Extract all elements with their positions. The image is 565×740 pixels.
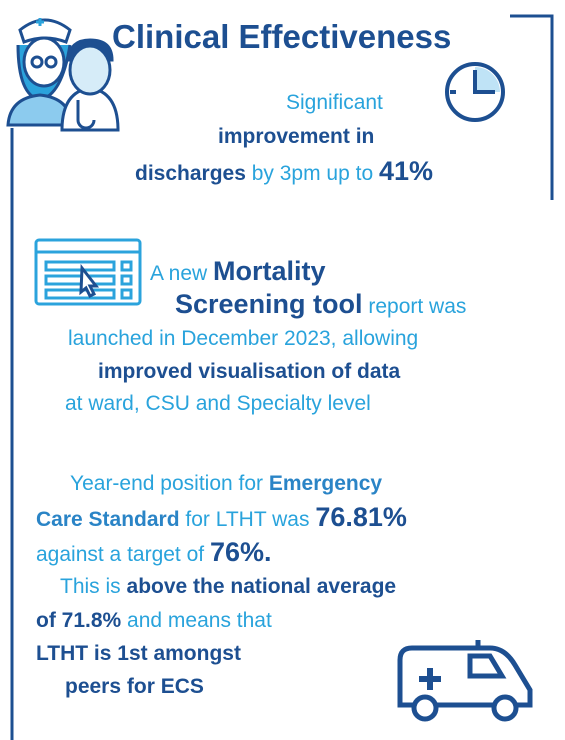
text-line: discharges by 3pm up to 41% [135, 157, 433, 188]
clock-icon [447, 64, 503, 120]
text-line: launched in December 2023, allowing [68, 325, 418, 353]
text: Significant [286, 91, 383, 114]
text: Emergency [269, 472, 382, 495]
text: against a target of [36, 543, 210, 566]
text-line: A new Mortality [150, 257, 326, 288]
text: Mortality [213, 256, 326, 286]
text: 41% [379, 156, 433, 186]
text: by 3pm up to [246, 162, 379, 185]
title: Clinical Effectiveness [112, 18, 451, 56]
text: above the national average [127, 575, 397, 598]
text-line: improvement in [218, 123, 374, 151]
text-line: of 71.8% and means that [36, 607, 272, 635]
text: Screening tool [175, 289, 363, 319]
text: and means that [121, 609, 272, 632]
screen-icon [36, 240, 140, 304]
text: 76.81% [315, 502, 407, 532]
text-line: Year-end position for Emergency [70, 470, 382, 498]
text: improvement in [218, 125, 374, 148]
text: for LTHT was [180, 508, 316, 531]
text: Care Standard [36, 508, 180, 531]
staff-icon [8, 18, 118, 130]
text: LTHT is 1st amongst [36, 642, 241, 665]
page: Clinical Effectiveness Significant impro… [0, 0, 565, 740]
text-line: LTHT is 1st amongst [36, 640, 241, 668]
text: report was [363, 295, 467, 318]
text-line: Screening tool report was [175, 290, 466, 321]
text: peers for ECS [65, 675, 204, 698]
text: at ward, CSU and Specialty level [65, 392, 371, 415]
ambulance-icon [400, 640, 530, 719]
text: discharges [135, 162, 246, 185]
text: A new [150, 262, 213, 285]
text-line: peers for ECS [65, 673, 204, 701]
text-line: This is above the national average [60, 573, 396, 601]
text: Year-end position for [70, 472, 269, 495]
text-line: Significant [286, 89, 383, 117]
text-line: against a target of 76%. [36, 538, 272, 569]
text: 76%. [210, 537, 272, 567]
text: This is [60, 575, 127, 598]
text-line: improved visualisation of data [98, 358, 400, 386]
text-line: at ward, CSU and Specialty level [65, 390, 371, 418]
text-line: Care Standard for LTHT was 76.81% [36, 503, 407, 534]
text: of 71.8% [36, 609, 121, 632]
text: improved visualisation of data [98, 360, 400, 383]
text: launched in December 2023, allowing [68, 327, 418, 350]
